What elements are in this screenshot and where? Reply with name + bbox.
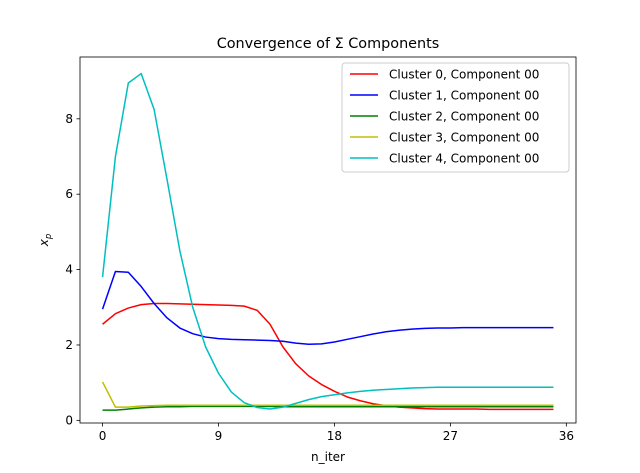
legend-label-3: Cluster 3, Component 00 [389,131,539,145]
legend: Cluster 0, Component 00 Cluster 1, Compon… [341,62,570,173]
legend-label-1: Cluster 1, Component 00 [389,89,539,103]
chart-title: Convergence of Σ Components [217,36,440,52]
y-tick-label: 4 [65,263,73,277]
y-tick-label: 2 [65,338,73,352]
legend-box [341,62,570,173]
legend-label-2: Cluster 2, Component 00 [389,110,539,124]
y-tick-label: 8 [65,112,73,126]
x-axis-label: n_iter [311,450,345,464]
legend-label-4: Cluster 4, Component 00 [389,152,539,166]
y-tick-label: 6 [65,187,73,201]
axes: 0 9 18 27 36 0 2 4 6 8 [65,56,577,443]
x-tick-label: 36 [559,429,574,443]
y-tick-label: 0 [65,413,73,427]
y-axis-label: xp [37,234,54,248]
plot-area [101,72,554,411]
x-tick-label: 18 [327,429,342,443]
x-tick-label: 27 [443,429,458,443]
legend-label-0: Cluster 0, Component 00 [389,68,539,82]
series-line-3 [101,381,554,408]
series-line-2 [102,405,554,411]
x-tick-label: 0 [99,429,107,443]
x-tick-label: 9 [215,429,223,443]
axes-frame [79,56,577,424]
series-line-0 [102,302,554,411]
series-line-4 [101,72,554,410]
series-line-1 [101,270,554,345]
